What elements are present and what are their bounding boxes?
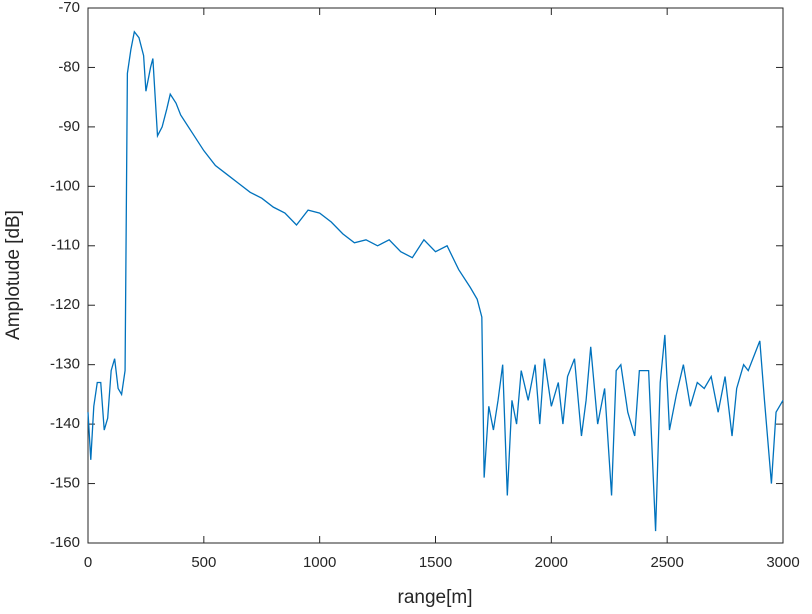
x-axis-label: range[m] (398, 587, 473, 608)
y-axis-label: Amplotude [dB] (3, 210, 24, 340)
y-tick-label: -120 (50, 296, 80, 313)
x-tick-label: 1000 (303, 554, 336, 571)
y-tick-label: -110 (51, 237, 80, 254)
y-tick-label: -90 (58, 118, 80, 135)
plot-area (87, 7, 784, 544)
x-tick-label: 1500 (419, 554, 452, 571)
x-tick-label: 3000 (766, 554, 799, 571)
x-tick-label: 2000 (535, 554, 568, 571)
x-tick-label: 0 (84, 554, 92, 571)
y-tick-label: -150 (50, 475, 80, 492)
y-tick-label: -140 (50, 415, 80, 432)
y-tick-label: -100 (50, 177, 80, 194)
x-tick-label: 500 (191, 554, 216, 571)
data-line (87, 30, 784, 532)
y-tick-label: -70 (58, 0, 80, 16)
y-tick-label: -160 (50, 534, 80, 551)
x-tick-label: 2500 (650, 554, 683, 571)
y-tick-label: -130 (50, 356, 80, 373)
y-tick-label: -80 (58, 58, 80, 75)
